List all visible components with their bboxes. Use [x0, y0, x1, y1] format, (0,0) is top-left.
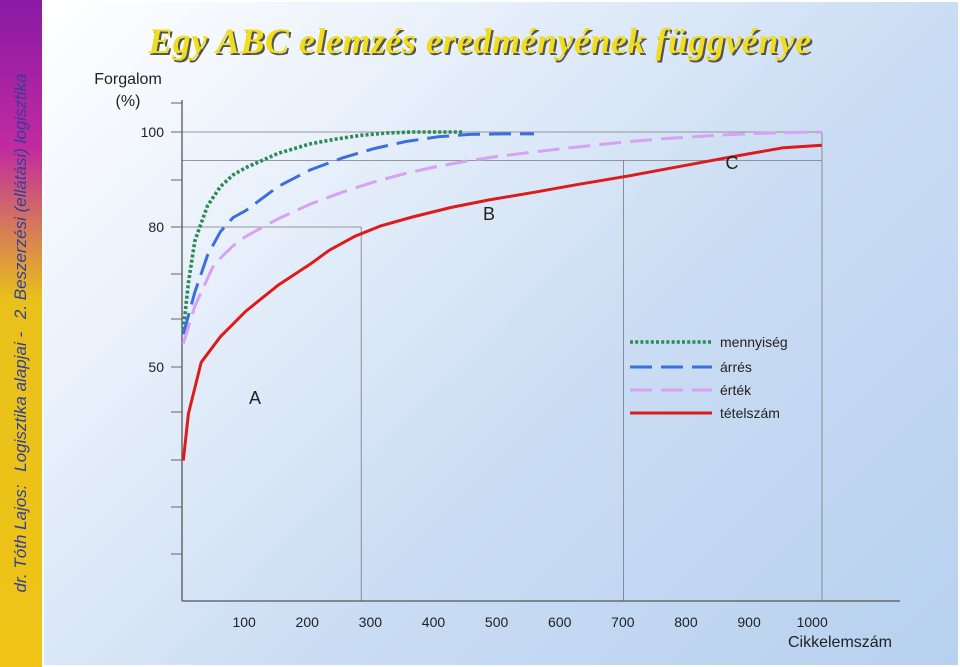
x-tick-label-200: 200: [296, 614, 320, 630]
x-tick-label-700: 700: [611, 614, 635, 630]
legend: mennyiség árrés érték tételszám: [630, 334, 788, 421]
x-tick-label-600: 600: [548, 614, 572, 630]
y-tick-label-50: 50: [148, 359, 164, 375]
x-tick-label-1000: 1000: [797, 614, 828, 630]
region-label-a: A: [249, 388, 261, 408]
x-tick-label-900: 900: [737, 614, 761, 630]
y-axis-label: Forgalom: [94, 71, 162, 88]
x-tick-label-400: 400: [422, 614, 446, 630]
axes: [171, 100, 900, 602]
legend-label-1: mennyiség: [720, 334, 788, 350]
y-tick-label-100: 100: [141, 124, 165, 140]
legend-label-4: tételszám: [720, 405, 780, 421]
legend-label-3: érték: [720, 382, 752, 398]
region-label-b: B: [483, 204, 495, 224]
series-line-4: [181, 143, 823, 461]
chart-title: Egy ABC elemzés eredményének függvénye: [148, 21, 812, 61]
y-axis-label-unit: (%): [116, 93, 141, 110]
x-tick-label-500: 500: [485, 614, 509, 630]
series-line-2: [181, 132, 534, 335]
slide-background: [44, 2, 958, 665]
tick-labels: 100 80 50 100 200 300 400 500 600 700 800 900 1000: [141, 124, 828, 630]
series-group: [181, 130, 823, 461]
x-tick-label-100: 100: [232, 614, 256, 630]
y-tick-label-80: 80: [148, 219, 164, 235]
x-axis-label: Cikkelemszám: [788, 634, 892, 651]
series-line-3: [181, 130, 823, 345]
region-label-c: C: [726, 153, 739, 173]
series-line-1: [181, 130, 464, 330]
region-labels: A B C: [249, 153, 739, 408]
x-tick-label-800: 800: [674, 614, 698, 630]
x-tick-label-300: 300: [359, 614, 383, 630]
guide-lines: [182, 131, 823, 601]
legend-label-2: árrés: [720, 359, 752, 375]
sidebar: dr. Tóth Lajos: Logisztika alapjai - 2. …: [0, 0, 42, 667]
